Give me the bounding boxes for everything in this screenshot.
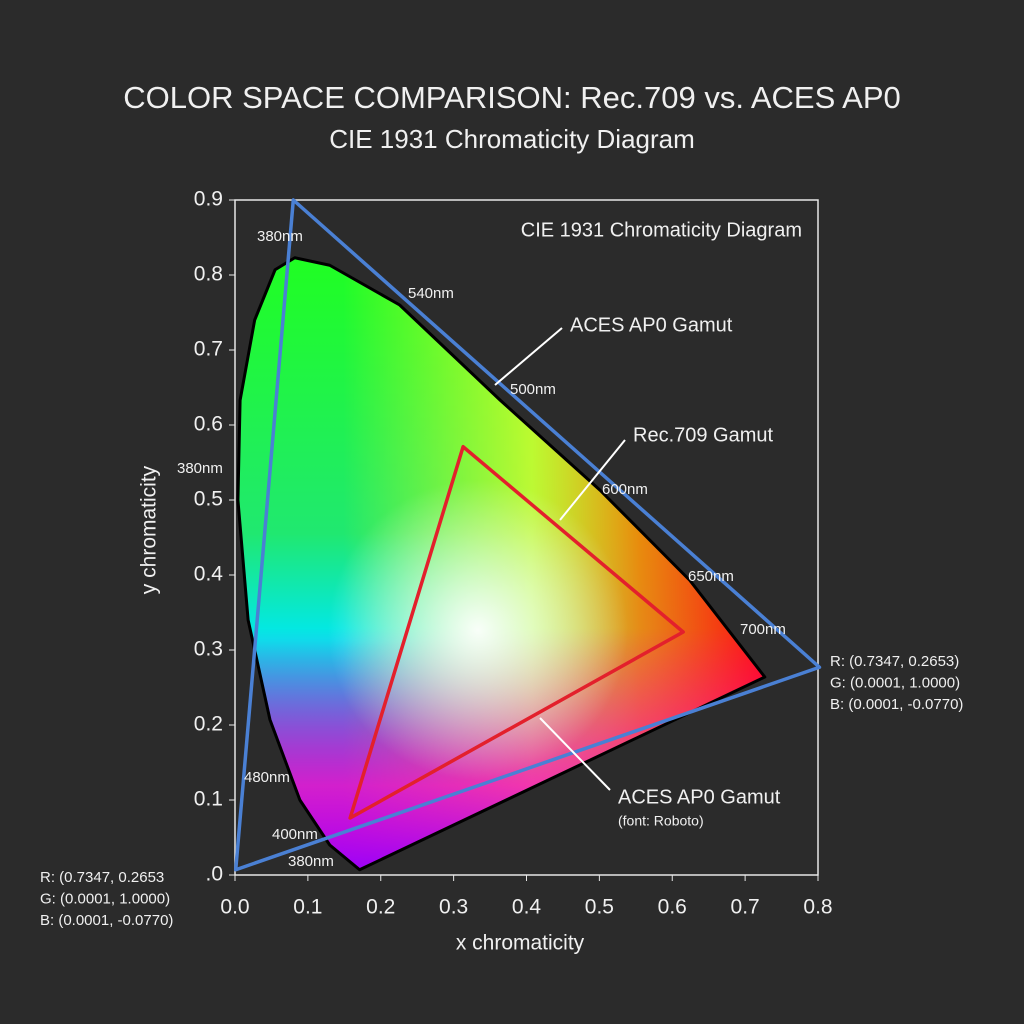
x-tick-label: 0.7 [731,896,760,919]
callout-label: ACES AP0 Gamut [570,314,733,336]
y-tick-label: 0.5 [194,488,223,511]
gamut-triangle [233,198,822,872]
wavelength-label: 400nm [272,826,318,843]
wavelength-label: 380nm [257,228,303,245]
x-tick-label: 0.2 [366,896,395,919]
y-tick-label: 0.3 [194,638,223,661]
x-axis-label: x chromaticity [456,932,585,955]
chart-subtitle: CIE 1931 Chromaticity Diagram [329,124,695,154]
y-tick-label: 0.9 [194,188,223,211]
wavelength-label: 380nm [177,460,223,477]
coordinate-note: G: (0.0001, 1.0000) [40,890,170,907]
y-tick-label: 0.4 [194,563,224,586]
inner-title: CIE 1931 Chromaticity Diagram [521,219,802,241]
x-tick-label: 0.3 [439,896,468,919]
y-axis-label: y chromaticity [138,465,161,594]
chart-title: COLOR SPACE COMPARISON: Rec.709 vs. ACES… [123,80,901,115]
y-tick-label: 0.6 [194,413,223,436]
x-tick-label: 0.6 [658,896,687,919]
callout-line [539,717,611,791]
x-tick-label: 0.5 [585,896,614,919]
x-tick-label: 0.8 [803,896,832,919]
callout-line [494,327,563,386]
y-tick-label: 0.7 [194,338,223,361]
wavelength-label: 600nm [602,481,648,498]
y-tick-label: 0.2 [194,713,223,736]
wavelength-label: 650nm [688,568,734,585]
y-tick-label: .0 [205,863,223,886]
wavelength-label: 480nm [244,769,290,786]
coordinate-note: G: (0.0001, 1.0000) [830,674,960,691]
callout-label: ACES AP0 Gamut [618,786,781,808]
y-tick-label: 0.1 [194,788,223,811]
callout-line [559,439,626,521]
x-tick-label: 0.1 [293,896,322,919]
wavelength-label: 380nm [288,853,334,870]
callout-label: (font: Roboto) [618,813,704,829]
spectral-locus [236,256,767,872]
wavelength-label: 500nm [510,381,556,398]
callout-label: Rec.709 Gamut [633,424,774,446]
x-tick-label: 0.4 [512,896,542,919]
coordinate-note: R: (0.7347, 0.2653) [830,653,959,670]
coordinate-note: R: (0.7347, 0.2653 [40,869,164,886]
wavelength-label: 700nm [740,621,786,638]
gamut-triangle [348,445,685,820]
y-tick-label: 0.8 [194,263,223,286]
coordinate-note: B: (0.0001, -0.0770) [830,696,963,713]
x-tick-label: 0.0 [220,896,249,919]
coordinate-note: B: (0.0001, -0.0770) [40,912,173,929]
wavelength-label: 540nm [408,285,454,302]
